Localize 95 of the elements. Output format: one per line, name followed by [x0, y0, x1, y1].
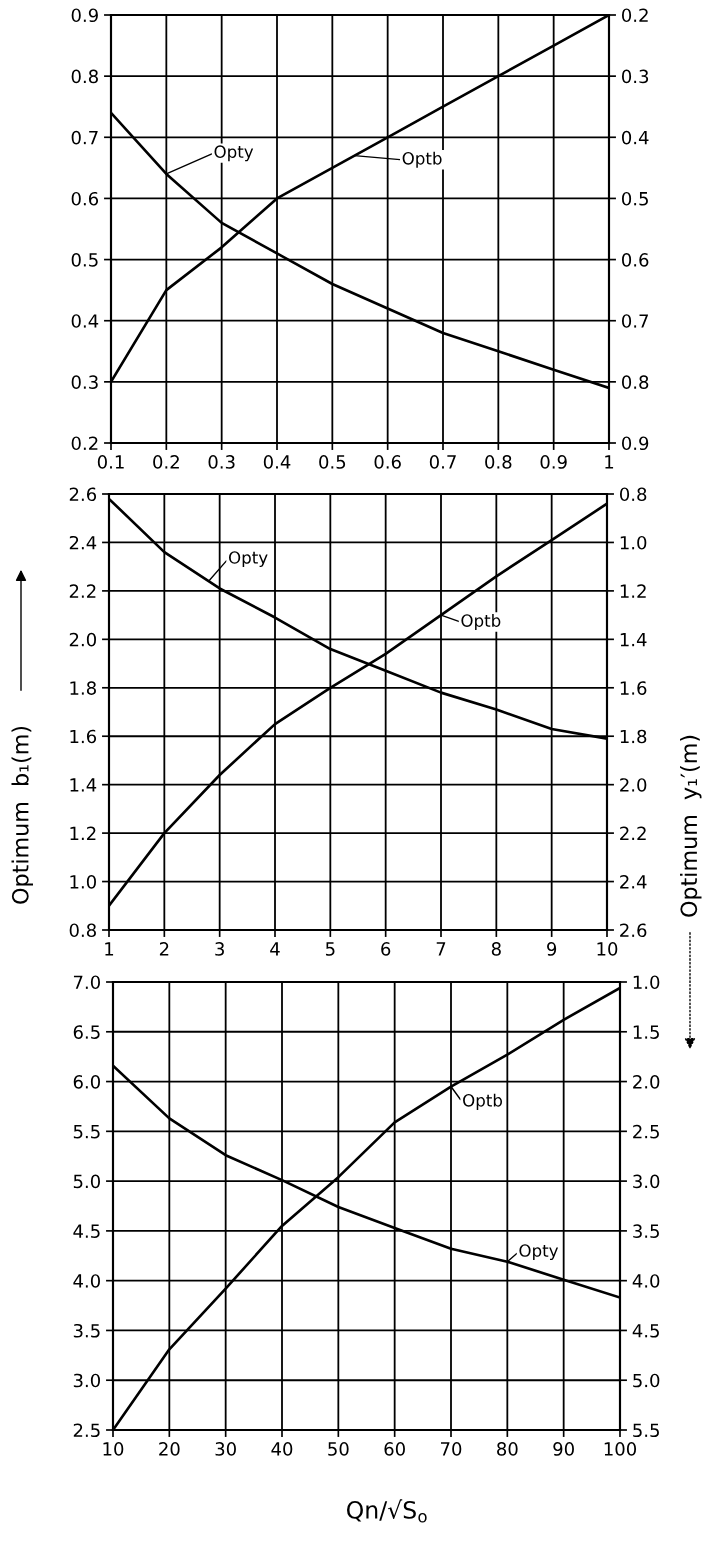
- y2-tick-label: 0.8: [622, 375, 649, 389]
- y-tick-label: 1.8: [70, 681, 96, 695]
- y2-tick-label: 0.2: [622, 8, 648, 23]
- y-tick-label: 2.0: [69, 632, 96, 647]
- y2-tick-label: 2.4: [620, 875, 647, 889]
- y2-tick-label: 2.2: [620, 826, 646, 840]
- x-tick-label: 0.9: [540, 455, 567, 469]
- y-tick-label: 3.5: [73, 1323, 100, 1338]
- annotation: Opty: [214, 145, 254, 162]
- y-tick-label: 2.4: [69, 535, 97, 550]
- x-tick-label: 50: [328, 1442, 349, 1456]
- y-tick-label: 5.5: [73, 1125, 100, 1139]
- y-tick-label: 1.4: [70, 778, 97, 792]
- y2-tick-label: 1.6: [620, 681, 647, 695]
- y2-tick-label: 1.5: [633, 1025, 659, 1039]
- y-tick-label: 0.6: [71, 191, 99, 206]
- y-tick-label: 6.0: [73, 1075, 100, 1089]
- y2-tick-label: 2.0: [620, 778, 647, 792]
- x-tick-label: 90: [553, 1442, 574, 1456]
- y-tick-label: 1.2: [70, 826, 96, 840]
- y2-tick-label: 1.2: [620, 584, 646, 598]
- x-tick-label: 8: [491, 942, 501, 956]
- y-axis-title: Optimum b₁(m): [11, 726, 33, 904]
- x-tick-label: 0.4: [263, 455, 291, 469]
- y-tick-label: 4.5: [73, 1224, 100, 1239]
- y2-tick-label: 0.6: [622, 253, 649, 267]
- x-tick-label: 6: [381, 942, 391, 956]
- x-tick-label: 3: [215, 942, 224, 956]
- x-tick-label: 80: [497, 1442, 518, 1456]
- y2-tick-label: 4.0: [632, 1274, 660, 1288]
- x-tick-label: 20: [159, 1442, 180, 1456]
- x-tick-label: 10: [103, 1442, 124, 1456]
- y-tick-label: 0.5: [71, 253, 98, 267]
- x-tick-label: 0.6: [374, 455, 401, 469]
- y2-tick-label: 0.4: [622, 130, 649, 145]
- x-tick-label: 0.7: [429, 455, 456, 469]
- y2-tick-label: 0.5: [622, 191, 648, 206]
- x-tick-label: 5: [325, 942, 335, 956]
- y-tick-label: 2.2: [69, 584, 96, 598]
- x-tick-label: 1: [105, 942, 114, 956]
- y2-tick-label: 1.4: [620, 633, 647, 647]
- y2-axis-title: Optimum y₁′(m): [680, 735, 702, 917]
- y2-tick-label: 5.5: [633, 1423, 659, 1438]
- y2-tick-label: 1.8: [620, 729, 647, 744]
- y-tick-label: 0.7: [71, 130, 98, 145]
- annotation: Optb: [461, 613, 501, 631]
- y-tick-label: 6.5: [73, 1025, 100, 1039]
- y-tick-label: 0.4: [71, 314, 99, 328]
- x-tick-label: 0.8: [485, 455, 512, 469]
- annotation: Opty: [519, 1244, 559, 1261]
- x-tick-label: 1: [605, 455, 614, 469]
- x-tick-label: 0.3: [208, 455, 235, 469]
- y2-tick-label: 2.0: [633, 1075, 660, 1089]
- x-tick-label: 100: [604, 1442, 637, 1456]
- annotation: Optb: [402, 151, 442, 168]
- x-tick-label: 70: [440, 1442, 462, 1456]
- y-tick-label: 2.6: [69, 487, 97, 502]
- annotation: Optb: [463, 1093, 503, 1110]
- x-tick-label: 10: [597, 942, 618, 956]
- y2-tick-label: 0.9: [622, 436, 649, 451]
- y2-tick-label: 2.5: [633, 1124, 659, 1139]
- x-tick-label: 40: [271, 1442, 293, 1456]
- y2-tick-label: 0.7: [622, 314, 648, 328]
- y-tick-label: 3.0: [73, 1373, 100, 1388]
- y-tick-label: 0.3: [71, 375, 98, 389]
- x-tick-label: 9: [547, 942, 557, 956]
- x-tick-label: 0.5: [319, 455, 346, 469]
- x-tick-label: 7: [436, 942, 446, 956]
- y-tick-label: 0.9: [71, 8, 98, 23]
- x-tick-label: 30: [215, 1442, 236, 1456]
- y2-tick-label: 1.0: [633, 975, 660, 990]
- y2-tick-label: 4.5: [632, 1324, 659, 1338]
- y2-tick-label: 3.0: [633, 1174, 660, 1189]
- y2-tick-label: 5.0: [633, 1373, 660, 1388]
- x-tick-label: 60: [384, 1442, 405, 1456]
- annotation: Opty: [228, 551, 268, 568]
- y2-tick-label: 0.8: [620, 487, 647, 502]
- y-tick-label: 4.0: [73, 1274, 100, 1288]
- y2-tick-label: 0.3: [622, 69, 649, 84]
- y-tick-label: 0.8: [69, 923, 96, 938]
- y-tick-label: 2.5: [73, 1423, 100, 1438]
- y2-tick-label: 1.0: [620, 535, 647, 550]
- y2-tick-label: 3.5: [633, 1224, 659, 1239]
- x-tick-label: 0.2: [153, 455, 179, 469]
- y-tick-label: 1.6: [70, 729, 97, 744]
- x-axis-title: Qn/√S$_{o}$: [347, 1499, 427, 1523]
- x-tick-label: 2: [159, 942, 169, 956]
- y-tick-label: 5.0: [73, 1174, 100, 1189]
- y-tick-label: 7.0: [73, 975, 100, 990]
- y-tick-label: 1.0: [70, 875, 96, 889]
- x-tick-label: 0.1: [97, 455, 124, 469]
- y-tick-label: 0.2: [71, 436, 98, 451]
- y2-tick-label: 2.6: [620, 923, 647, 938]
- x-tick-label: 4: [270, 942, 280, 956]
- y-tick-label: 0.8: [71, 69, 98, 84]
